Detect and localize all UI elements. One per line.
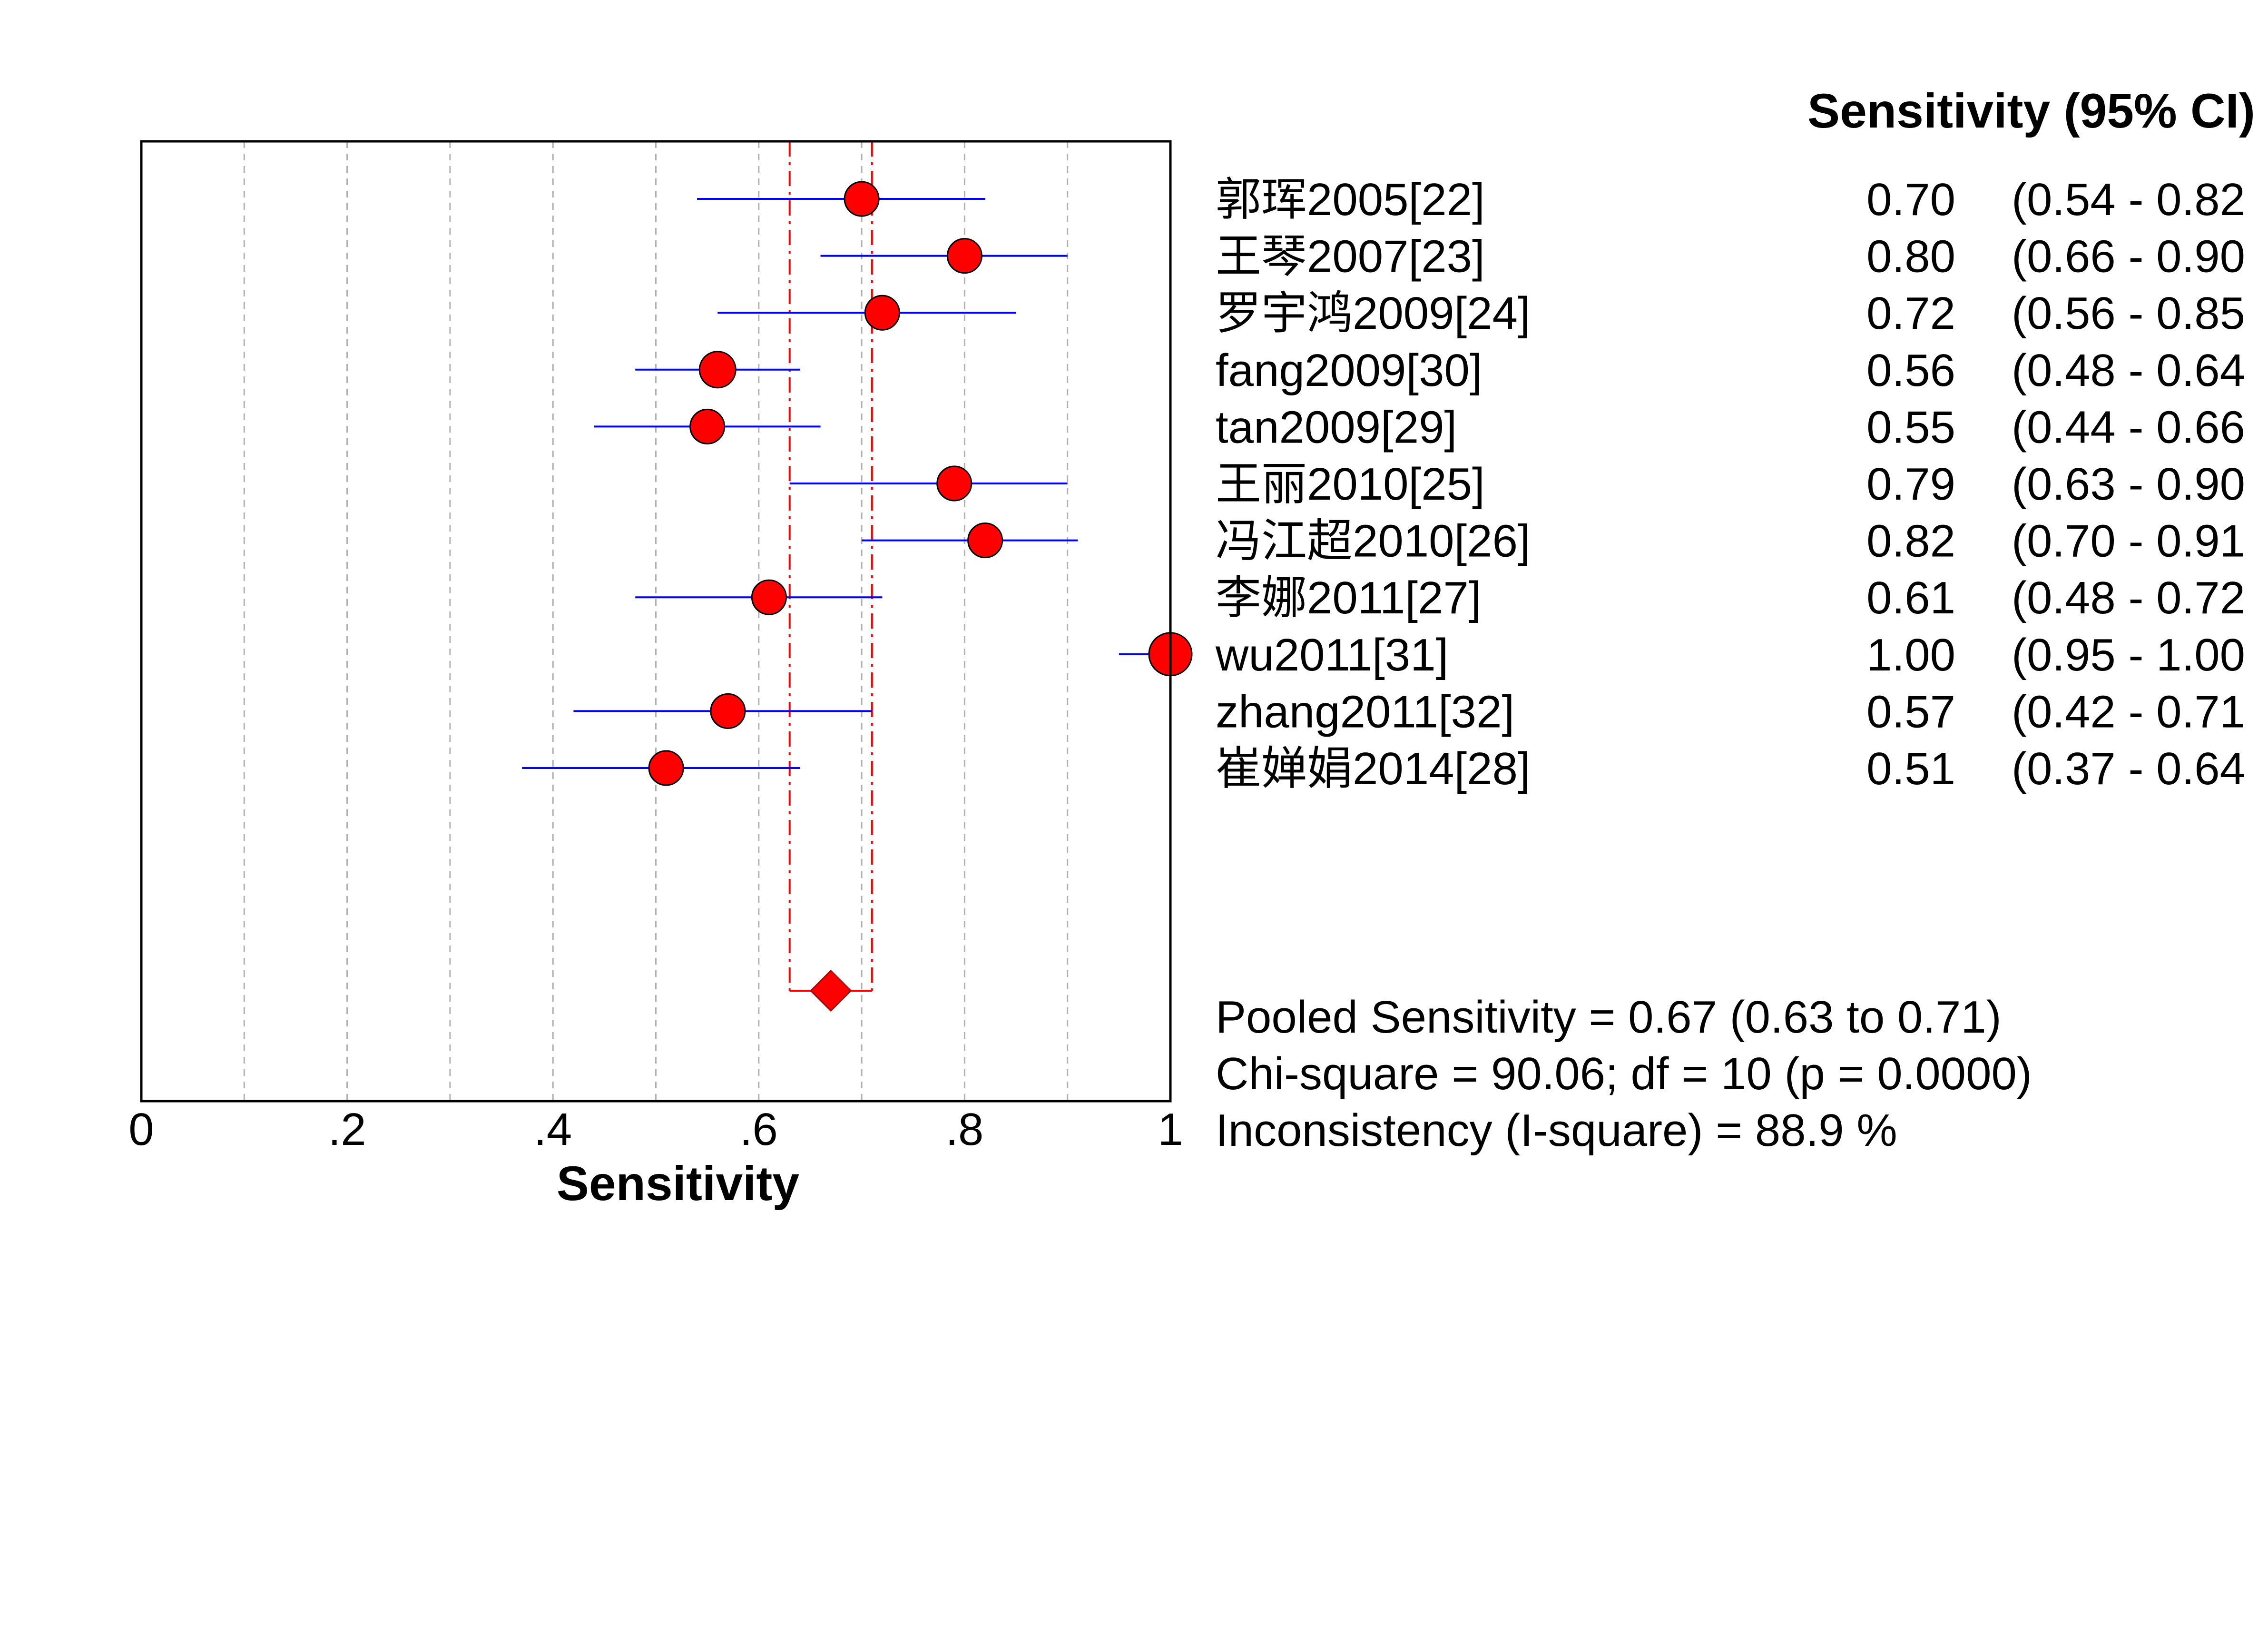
plot-frame <box>140 140 1172 1103</box>
study-label: 崔婵娟2014[28] <box>1216 743 1531 794</box>
study-ci: (0.44 - 0.66 <box>2012 402 2245 453</box>
study-point <box>864 295 900 331</box>
x-axis-label: Sensitivity <box>557 1156 799 1211</box>
study-label: 王琴2007[23] <box>1216 231 1485 282</box>
study-points <box>648 181 1193 786</box>
study-label: 罗宇鸿2009[24] <box>1216 288 1531 339</box>
study-label: 郭珲2005[22] <box>1216 174 1485 225</box>
x-tick-label: 1 <box>1158 1104 1183 1155</box>
study-label: zhang2011[32] <box>1216 686 1514 737</box>
column-header: Sensitivity (95% CI) <box>1807 84 2255 138</box>
x-axis-ticks: 0 .2 .4 .6 .8 1 <box>128 1104 1183 1155</box>
x-tick-label: .6 <box>740 1104 778 1155</box>
study-value: 0.79 <box>1866 459 1955 510</box>
study-ci: (0.70 - 0.91 <box>2012 516 2245 567</box>
study-value: 0.70 <box>1866 174 1955 225</box>
study-point <box>648 750 684 786</box>
study-value: 0.82 <box>1866 516 1955 567</box>
study-label: 王丽2010[25] <box>1216 459 1485 510</box>
study-ci: (0.54 - 0.82 <box>2012 174 2245 225</box>
study-point <box>689 408 726 444</box>
pooled-diamond <box>810 969 852 1012</box>
study-label: tan2009[29] <box>1216 402 1457 453</box>
study-ci: (0.63 - 0.90 <box>2012 459 2245 510</box>
study-label: fang2009[30] <box>1216 345 1483 396</box>
study-point <box>936 465 972 502</box>
study-value: 0.57 <box>1866 686 1955 737</box>
study-point <box>698 351 736 389</box>
study-value: 0.80 <box>1866 231 1955 282</box>
study-value: 0.61 <box>1866 572 1955 623</box>
study-values: 0.70 (0.54 - 0.82 0.80 (0.66 - 0.90 0.72 (0.5… <box>1866 174 2245 794</box>
study-labels: 郭珲2005[22] 王琴2007[23] 罗宇鸿2009[24] fang2009[… <box>1215 174 1531 794</box>
study-value: 1.00 <box>1866 630 1955 680</box>
study-point <box>967 522 1003 559</box>
pooled-estimate <box>788 141 873 1012</box>
study-point <box>844 181 880 217</box>
stat-line: Chi-square = 90.06; df = 10 (p = 0.0000) <box>1216 1048 2032 1099</box>
study-ci: (0.48 - 0.72 <box>2012 572 2245 623</box>
study-label: 李娜2011[27] <box>1216 572 1482 623</box>
study-ci: (0.37 - 0.64 <box>2012 743 2245 794</box>
stat-line: Pooled Sensitivity = 0.67 (0.63 to 0.71) <box>1216 992 2002 1043</box>
study-point <box>946 238 982 274</box>
study-value: 0.56 <box>1866 345 1955 396</box>
x-tick-label: 0 <box>128 1104 154 1155</box>
pooled-statistics: Pooled Sensitivity = 0.67 (0.63 to 0.71)… <box>1216 992 2032 1156</box>
x-tick-label: .4 <box>534 1104 572 1155</box>
x-tick-label: .2 <box>328 1104 366 1155</box>
study-ci: (0.66 - 0.90 <box>2012 231 2245 282</box>
stat-line: Inconsistency (I-square) = 88.9 % <box>1216 1105 1897 1156</box>
study-ci: (0.42 - 0.71 <box>2012 686 2245 737</box>
study-value: 0.55 <box>1866 402 1955 453</box>
study-value: 0.51 <box>1866 743 1955 794</box>
study-ci: (0.48 - 0.64 <box>2012 345 2245 396</box>
study-ci: (0.56 - 0.85 <box>2012 288 2245 339</box>
study-label: wu2011[31] <box>1215 630 1448 680</box>
study-value: 0.72 <box>1866 288 1955 339</box>
x-tick-label: .8 <box>945 1104 983 1155</box>
study-label: 冯江超2010[26] <box>1216 516 1531 567</box>
study-point <box>751 579 787 615</box>
study-ci: (0.95 - 1.00 <box>2012 630 2245 680</box>
study-point <box>710 693 746 729</box>
